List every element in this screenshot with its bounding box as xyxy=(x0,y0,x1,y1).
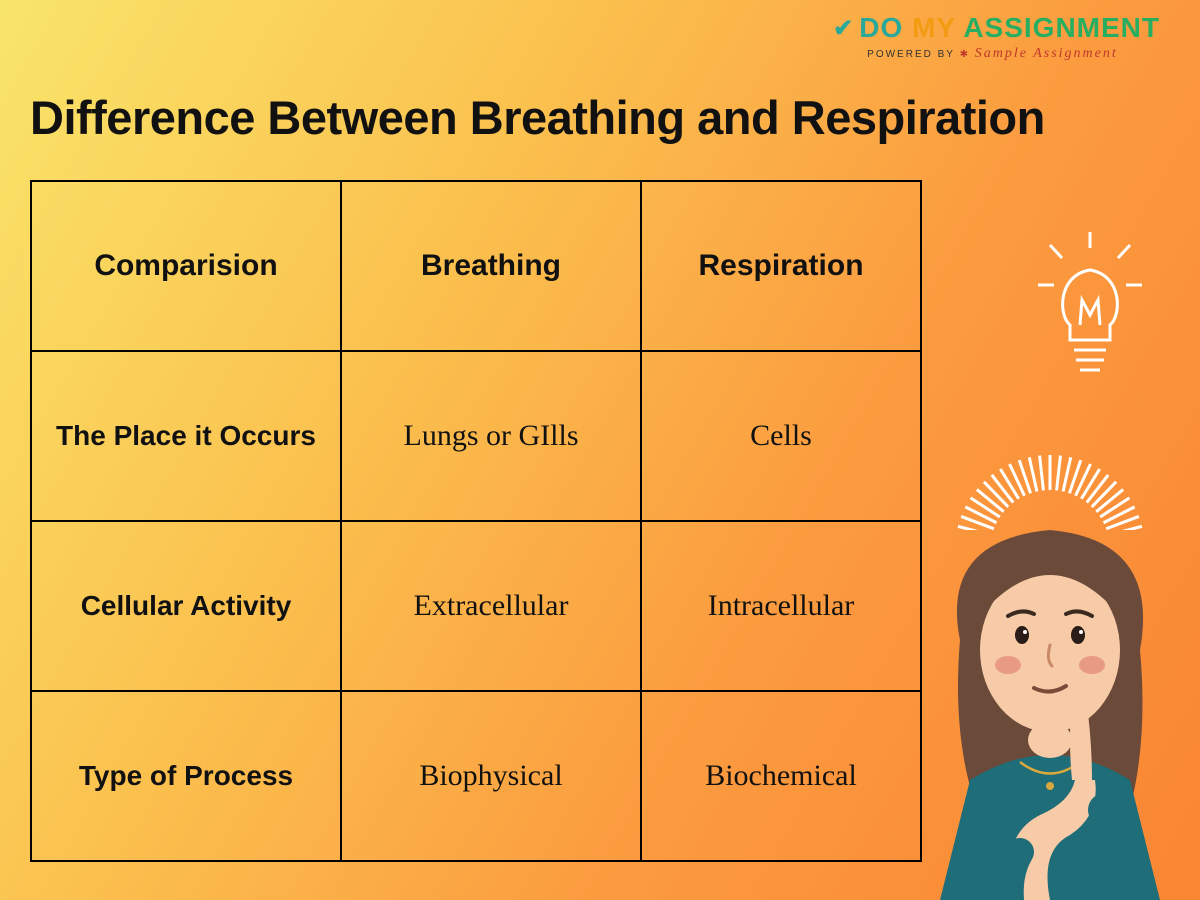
cell-breathing: Biophysical xyxy=(341,691,641,861)
brand-logo: ✔ DO MY ASSIGNMENT POWERED BY ✱ Sample A… xyxy=(833,12,1160,62)
cell-respiration: Biochemical xyxy=(641,691,921,861)
header-comparison: Comparision xyxy=(31,181,341,351)
check-icon: ✔ xyxy=(833,14,853,43)
header-respiration: Respiration xyxy=(641,181,921,351)
table-row: Cellular Activity Extracellular Intracel… xyxy=(31,521,921,691)
comparison-table: Comparision Breathing Respiration The Pl… xyxy=(30,180,922,862)
table-row: The Place it Occurs Lungs or GIlls Cells xyxy=(31,351,921,521)
cell-breathing: Extracellular xyxy=(341,521,641,691)
cell-breathing: Lungs or GIlls xyxy=(341,351,641,521)
logo-word-assignment: ASSIGNMENT xyxy=(963,12,1160,43)
logo-word-do: DO xyxy=(859,12,903,43)
logo-sample-assignment: Sample Assignment xyxy=(975,46,1118,61)
header-breathing: Breathing xyxy=(341,181,641,351)
table-header-row: Comparision Breathing Respiration xyxy=(31,181,921,351)
lightbulb-icon xyxy=(1030,230,1150,400)
logo-word-my: MY xyxy=(912,12,956,43)
cell-respiration: Cells xyxy=(641,351,921,521)
cell-respiration: Intracellular xyxy=(641,521,921,691)
page-title: Difference Between Breathing and Respira… xyxy=(30,90,1045,145)
row-label: Cellular Activity xyxy=(31,521,341,691)
table-row: Type of Process Biophysical Biochemical xyxy=(31,691,921,861)
star-icon: ✱ xyxy=(960,49,970,60)
logo-powered-by: POWERED BY xyxy=(867,49,955,60)
thinking-person-illustration xyxy=(900,480,1200,900)
row-label: The Place it Occurs xyxy=(31,351,341,521)
row-label: Type of Process xyxy=(31,691,341,861)
